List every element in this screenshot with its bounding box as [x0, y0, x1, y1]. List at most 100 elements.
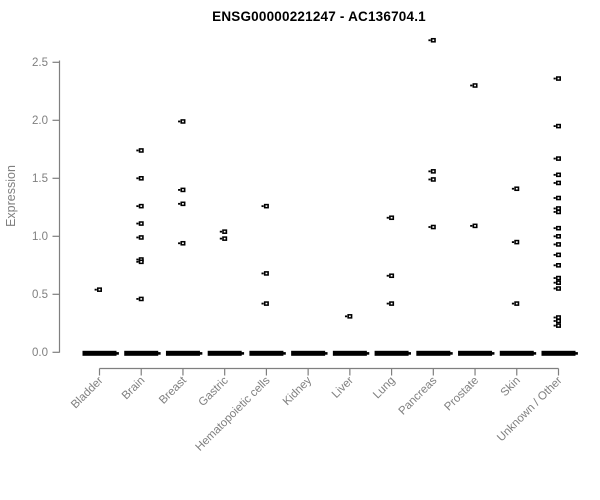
y-axis-title: Expression [4, 165, 18, 227]
data-point-center [265, 205, 268, 207]
data-point-center [182, 189, 184, 191]
data-point-center [140, 258, 143, 261]
data-point-dash [261, 272, 264, 275]
data-point-dash [470, 84, 473, 87]
data-point-dash [511, 241, 515, 243]
data-point-center [557, 157, 560, 160]
data-point-center [140, 261, 143, 263]
data-point-dash [553, 173, 556, 176]
zero-expression-cluster [332, 350, 367, 356]
data-point-center [515, 302, 518, 305]
data-point-dash [553, 125, 556, 127]
data-point-dash [136, 260, 139, 263]
data-point-center [474, 84, 476, 87]
zero-expression-cluster [541, 350, 576, 356]
data-point-center [557, 287, 560, 290]
zero-cluster-point [449, 352, 453, 355]
zero-cluster-point [366, 352, 370, 355]
data-point-center [515, 241, 518, 243]
zero-cluster-point [241, 352, 245, 355]
zero-expression-cluster [82, 350, 117, 356]
chart-title: ENSG00000221247 - AC136704.1 [212, 9, 426, 24]
zero-cluster-point [283, 352, 286, 355]
data-point-center [140, 236, 143, 239]
zero-cluster-point [533, 352, 537, 355]
data-point-dash [136, 222, 139, 225]
data-point-dash [428, 226, 431, 228]
zero-cluster-point [408, 352, 411, 355]
x-axis-label: Gastric [197, 374, 231, 408]
data-point-dash [428, 170, 431, 173]
y-tick-label: 0.5 [32, 289, 48, 301]
data-point-center [557, 254, 560, 256]
data-point-dash [553, 281, 556, 284]
data-point-dash [136, 205, 139, 208]
data-point-center [182, 203, 184, 205]
x-axis-label: Hematopoietic cells [194, 374, 273, 453]
data-point-dash [511, 187, 515, 190]
data-point-dash [178, 120, 181, 123]
data-point-dash [428, 178, 431, 181]
zero-expression-cluster [165, 350, 200, 356]
data-point-center [432, 170, 435, 173]
y-tick-label: 2.0 [32, 115, 48, 127]
zero-cluster-point [324, 352, 328, 355]
zero-expression-cluster [374, 350, 409, 356]
data-point-dash [178, 242, 181, 245]
data-point-dash [553, 243, 556, 246]
zero-cluster-point [157, 352, 161, 355]
data-point-center [557, 281, 560, 284]
data-point-center [223, 237, 226, 240]
data-point-center [390, 302, 393, 305]
data-point-dash [553, 207, 556, 210]
data-point-dash [344, 315, 348, 318]
zero-expression-cluster [124, 350, 159, 356]
x-axis-label: Lung [371, 375, 398, 402]
data-point-dash [511, 302, 515, 305]
data-point-dash [136, 149, 139, 152]
y-tick-label: 1.5 [32, 173, 48, 185]
data-point-center [557, 197, 560, 199]
data-point-center [390, 216, 393, 219]
data-point-center [557, 324, 560, 327]
y-tick-label: 1.0 [32, 231, 48, 243]
data-point-center [223, 230, 226, 233]
data-point-center [265, 302, 268, 305]
zero-expression-cluster [499, 350, 534, 356]
x-axis-label: Kidney [281, 374, 315, 408]
data-point-dash [553, 320, 556, 322]
data-point-dash [553, 287, 556, 290]
data-point-center [557, 243, 560, 246]
data-point-dash [553, 264, 556, 267]
data-point-center [557, 77, 560, 80]
data-point-dash [178, 189, 181, 191]
data-point-center [98, 288, 101, 291]
data-point-dash [553, 77, 556, 80]
data-point-center [515, 187, 518, 190]
zero-cluster-point [199, 352, 203, 355]
data-point-dash [553, 157, 556, 160]
x-axis-label: Skin [499, 375, 523, 399]
data-point-dash [136, 177, 139, 180]
zero-cluster-point [575, 352, 578, 355]
data-point-center [557, 264, 560, 267]
data-point-dash [470, 224, 473, 227]
data-point-dash [219, 237, 222, 240]
zero-expression-cluster [249, 350, 284, 356]
data-point-dash [553, 235, 556, 238]
data-point-center [557, 316, 560, 319]
data-point-center [140, 177, 143, 180]
data-point-dash [136, 298, 139, 300]
x-axis-label: Breast [157, 374, 190, 407]
data-point-dash [553, 197, 556, 199]
x-axis-label: Liver [330, 375, 356, 401]
x-axis-label: Bladder [69, 375, 106, 412]
data-point-dash [553, 277, 556, 279]
data-point-dash [219, 230, 222, 233]
data-point-center [557, 182, 560, 184]
data-point-center [557, 174, 560, 176]
x-axis-label: Pancreas [397, 374, 440, 417]
y-tick-label: 0.0 [32, 347, 48, 359]
